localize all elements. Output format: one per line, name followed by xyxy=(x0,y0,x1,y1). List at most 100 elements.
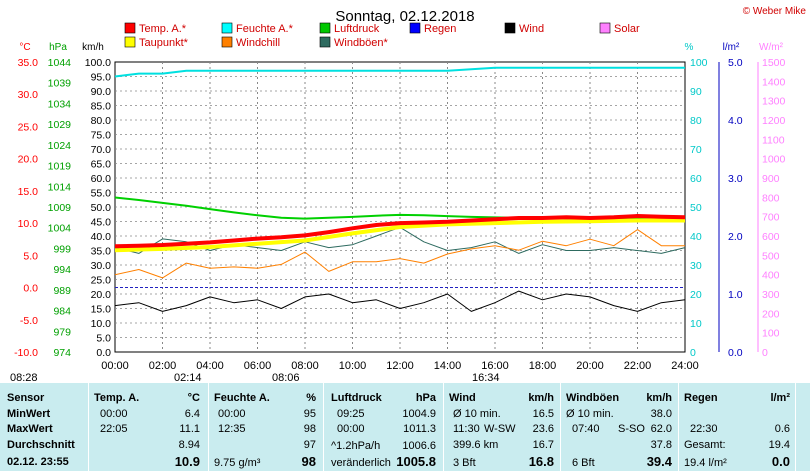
rain-tick-label: 0.0 xyxy=(728,347,743,359)
humidity-tick-label: 50 xyxy=(690,202,702,214)
pressure-tick-label: 979 xyxy=(53,326,71,338)
solar-tick-label: 700 xyxy=(762,212,780,224)
plot-grid xyxy=(114,61,686,353)
wind-line xyxy=(114,290,686,312)
wind-title: Wind xyxy=(449,392,476,404)
sun-event-time: 08:28 xyxy=(10,372,38,383)
legend-label: Luftdruck xyxy=(334,23,380,35)
wind-max: 23.6 xyxy=(532,423,554,435)
humidity-title: Feuchte A. xyxy=(214,392,270,404)
gust-bft: 6 Bft xyxy=(572,457,595,469)
legend-label: Windböen* xyxy=(334,37,389,49)
humidity-tick-label: 40 xyxy=(690,231,702,243)
temp-tick-label: 25.0 xyxy=(18,121,39,133)
pressure-tick-label: 989 xyxy=(53,285,71,297)
legend-swatch xyxy=(409,22,421,34)
solar-tick-label: 1400 xyxy=(762,76,786,88)
temp-unit: °C xyxy=(187,392,200,404)
pressure-tick-label: 1034 xyxy=(48,98,72,110)
wind-tick-label: 50.0 xyxy=(91,202,112,214)
temp-tick-label: 10.0 xyxy=(18,218,39,230)
humidity-axis-unit: % xyxy=(685,42,694,53)
pressure-max: 1011.3 xyxy=(403,423,436,435)
legend-label: Regen xyxy=(424,23,456,35)
solar-tick-label: 100 xyxy=(762,328,780,340)
solar-tick-label: 200 xyxy=(762,308,780,320)
temp-tick-label: 0.0 xyxy=(23,283,38,295)
pressure-tick-label: 1019 xyxy=(48,161,72,173)
legend-swatch xyxy=(124,22,136,34)
time-tick-label: 06:00 xyxy=(244,360,272,372)
solar-tick-label: 1100 xyxy=(762,134,785,146)
pressure-tick-label: 1039 xyxy=(48,78,72,90)
dewpoint-line xyxy=(114,218,685,253)
legend-label: Solar xyxy=(614,23,640,35)
solar-tick-label: 1000 xyxy=(762,154,786,166)
solar-axis-unit: W/m² xyxy=(759,42,784,53)
rain-total: 19.4 xyxy=(768,439,790,451)
time-tick-label: 02:00 xyxy=(149,360,177,372)
plot-series xyxy=(114,66,686,312)
pressure-tick-label: 974 xyxy=(53,347,71,359)
legend-swatch xyxy=(319,22,331,34)
wind-tick-label: 15.0 xyxy=(91,304,112,316)
legend-swatch xyxy=(221,36,233,48)
legend-label: Windchill xyxy=(236,37,280,49)
legend-swatch xyxy=(504,22,516,34)
gust-title: Windböen xyxy=(566,392,620,404)
pressure-rate: ^1.2hPa/h xyxy=(331,440,381,452)
stats-table: Sensor MinWert MaxWert Durchschnitt 02.1… xyxy=(0,383,810,471)
rain-max-time: 22:30 xyxy=(690,423,718,435)
solar-tick-label: 1300 xyxy=(762,96,786,108)
solar-tick-label: 400 xyxy=(762,270,780,282)
humidity-max-time: 12:35 xyxy=(218,423,246,435)
pressure-current: 1005.8 xyxy=(396,454,436,469)
chart-title: Sonntag, 02.12.2018 xyxy=(335,8,474,25)
wind-bft: 3 Bft xyxy=(453,457,476,469)
legend: Temp. A.* Feuchte A.* Luftdruck Regen Wind So… xyxy=(124,22,640,49)
wind-distance: 399.6 km xyxy=(453,439,499,451)
time-tick-label: 12:00 xyxy=(386,360,414,372)
wind-tick-label: 25.0 xyxy=(91,275,112,287)
legend-swatch xyxy=(319,36,331,48)
rain-title: Regen xyxy=(684,392,718,404)
pressure-trend: veränderlich xyxy=(331,457,391,469)
time-tick-label: 04:00 xyxy=(196,360,224,372)
humidity-tick-label: 100 xyxy=(690,57,708,69)
solar-tick-label: 0 xyxy=(762,347,768,359)
solar-tick-label: 1200 xyxy=(762,115,786,127)
humidity-tick-label: 20 xyxy=(690,289,702,301)
gust-max-time: 07:40 xyxy=(572,423,600,435)
temp-axis-unit: °C xyxy=(19,42,30,53)
sun-event-time: 08:06 xyxy=(272,372,300,383)
wind-avg10-label: Ø 10 min. xyxy=(453,408,501,420)
humidity-min-time: 00:00 xyxy=(218,408,246,420)
pressure-max-time: 00:00 xyxy=(337,423,365,435)
time-tick-label: 10:00 xyxy=(339,360,367,372)
rain-tick-label: 1.0 xyxy=(728,289,743,301)
wind-max-time: 11:30 xyxy=(453,423,480,435)
temp-min: 6.4 xyxy=(184,408,200,420)
stats-max-label: MaxWert xyxy=(7,423,53,435)
pressure-tick-label: 1009 xyxy=(48,202,72,214)
wind-tick-label: 75.0 xyxy=(91,130,112,142)
time-tick-label: 24:00 xyxy=(671,360,699,372)
humidity-tick-label: 70 xyxy=(690,144,702,156)
humidity-tick-label: 30 xyxy=(690,260,702,272)
stats-date: 02.12. 23:55 xyxy=(7,456,69,468)
humidity-current: 98 xyxy=(301,454,316,469)
rain-current: 0.0 xyxy=(771,454,790,469)
wind-tick-label: 40.0 xyxy=(91,231,112,243)
wind-tick-label: 30.0 xyxy=(91,260,112,272)
pressure-min-time: 09:25 xyxy=(337,408,365,420)
time-tick-label: 22:00 xyxy=(624,360,652,372)
rain-max: 0.6 xyxy=(774,423,790,435)
stats-min-label: MinWert xyxy=(7,408,51,420)
wind-tick-label: 55.0 xyxy=(91,188,112,200)
humidity-avg: 97 xyxy=(303,439,316,451)
pressure-unit: hPa xyxy=(415,392,436,404)
pressure-tick-label: 1044 xyxy=(48,57,72,69)
gust-avg10-label: Ø 10 min. xyxy=(566,408,614,420)
wind-tick-label: 0.0 xyxy=(96,347,111,359)
pressure-tick-label: 1004 xyxy=(48,223,72,235)
